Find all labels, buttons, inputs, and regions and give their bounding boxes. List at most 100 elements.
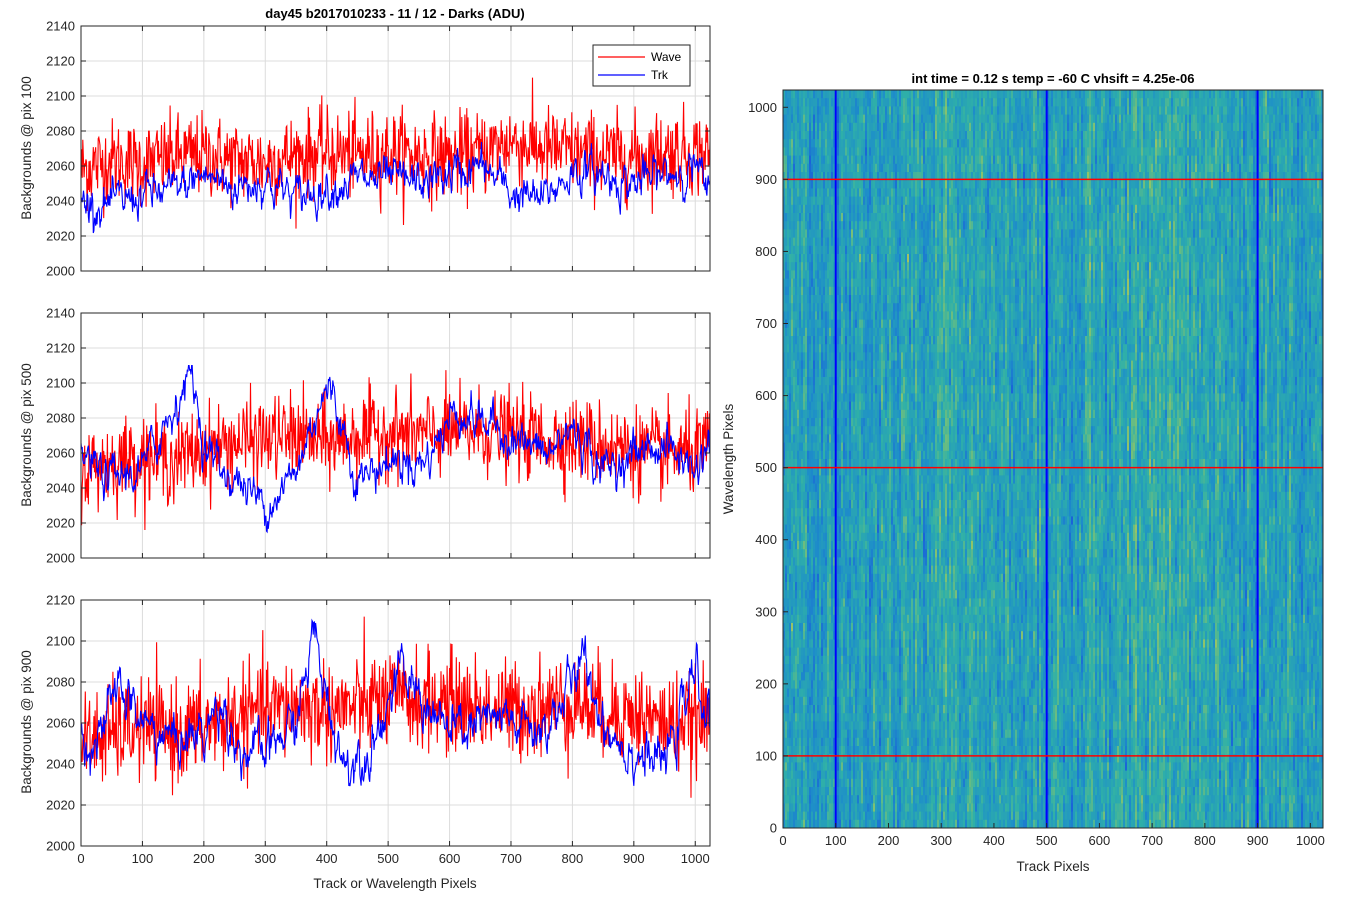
heatmap-cell bbox=[845, 737, 848, 747]
heatmap-cell bbox=[821, 672, 824, 681]
heatmap-cell bbox=[851, 795, 854, 804]
heatmap-cell bbox=[869, 90, 872, 99]
heatmap-cell bbox=[875, 737, 878, 747]
heatmap-cell bbox=[839, 582, 842, 591]
heatmap-cell bbox=[883, 377, 886, 386]
heatmap-cell bbox=[847, 705, 850, 714]
heatmap-cell bbox=[863, 557, 866, 566]
heatmap-cell bbox=[797, 795, 800, 804]
heatmap-cell bbox=[881, 303, 884, 312]
heatmap-cell bbox=[801, 139, 804, 148]
heatmap-cell bbox=[867, 204, 870, 214]
heatmap-cell bbox=[869, 606, 872, 616]
heatmap-cell bbox=[817, 450, 820, 460]
heatmap-cell bbox=[879, 795, 882, 804]
heatmap-cell bbox=[813, 803, 816, 812]
heatmap-cell bbox=[823, 762, 826, 771]
heatmap-cell bbox=[873, 303, 876, 312]
heatmap-cell bbox=[807, 811, 810, 821]
heatmap-cell bbox=[841, 787, 844, 796]
heatmap-cell bbox=[849, 762, 852, 771]
heatmap-cell bbox=[829, 541, 832, 550]
heatmap-cell bbox=[877, 131, 880, 140]
heatmap-cell bbox=[843, 122, 846, 132]
heatmap-cell bbox=[795, 795, 798, 804]
heatmap-cell bbox=[829, 98, 832, 107]
heatmap-cell bbox=[809, 180, 812, 189]
heatmap-cell bbox=[809, 614, 812, 624]
heatmap-cell bbox=[845, 713, 848, 722]
heatmap-cell bbox=[859, 606, 862, 616]
heatmap-cell bbox=[847, 524, 850, 534]
heatmap-cell bbox=[859, 680, 862, 689]
heatmap-cell bbox=[821, 368, 824, 378]
heatmap-cell bbox=[801, 688, 804, 698]
heatmap-cell bbox=[805, 606, 808, 616]
heatmap-cell bbox=[853, 557, 856, 566]
heatmap-cell bbox=[805, 524, 808, 534]
heatmap-cell bbox=[875, 655, 878, 665]
heatmap-cell bbox=[785, 672, 788, 681]
heatmap-cell bbox=[859, 664, 862, 673]
heatmap-cell bbox=[849, 98, 852, 107]
heatmap-cell bbox=[839, 459, 842, 468]
heatmap-cell bbox=[863, 639, 866, 648]
heatmap-cell bbox=[807, 614, 810, 624]
heatmap-cell bbox=[865, 426, 868, 435]
heatmap-cell bbox=[839, 819, 842, 828]
heatmap-cell bbox=[803, 664, 806, 673]
heatmap-cell bbox=[785, 573, 788, 583]
heatmap-cell bbox=[839, 770, 842, 780]
heatmap-cell bbox=[819, 606, 822, 616]
heatmap-cell bbox=[805, 696, 808, 706]
heatmap-cell bbox=[819, 787, 822, 796]
heatmap-cell bbox=[827, 655, 830, 665]
heatmap-cell bbox=[793, 680, 796, 689]
heatmap-cell bbox=[821, 409, 824, 419]
heatmap-cell bbox=[841, 327, 844, 337]
heatmap-cell bbox=[825, 614, 828, 624]
heatmap-cell bbox=[813, 368, 816, 378]
heatmap-cell bbox=[887, 549, 890, 558]
heatmap-cell bbox=[829, 213, 832, 222]
heatmap-cell bbox=[797, 590, 800, 599]
heatmap-cell bbox=[815, 401, 818, 411]
heatmap-cell bbox=[831, 377, 834, 386]
heatmap-cell bbox=[845, 541, 848, 550]
heatmap-cell bbox=[869, 245, 872, 255]
heatmap-cell bbox=[801, 606, 804, 616]
heatmap-cell bbox=[815, 746, 818, 755]
heatmap-cell bbox=[827, 278, 830, 288]
heatmap-cell bbox=[877, 98, 880, 107]
heatmap-cell bbox=[801, 295, 804, 304]
heatmap-cell bbox=[843, 770, 846, 780]
heatmap-cell bbox=[841, 713, 844, 722]
heatmap-cell bbox=[851, 680, 854, 689]
heatmap-cell bbox=[817, 688, 820, 698]
heatmap-cell bbox=[831, 262, 834, 271]
heatmap-cell bbox=[861, 483, 864, 493]
heatmap-cell bbox=[841, 336, 844, 345]
heatmap-cell bbox=[843, 647, 846, 657]
heatmap-cell bbox=[825, 401, 828, 411]
heatmap-cell bbox=[819, 286, 822, 296]
heatmap-cell bbox=[829, 680, 832, 689]
heatmap-cell bbox=[869, 639, 872, 648]
heatmap-cell bbox=[795, 803, 798, 812]
heatmap-cell bbox=[785, 803, 788, 812]
heatmap-cell bbox=[821, 582, 824, 591]
heatmap-cell bbox=[843, 180, 846, 189]
heatmap-cell bbox=[859, 598, 862, 607]
heatmap-cell bbox=[865, 557, 868, 566]
heatmap-cell bbox=[845, 360, 848, 370]
heatmap-cell bbox=[847, 664, 850, 673]
heatmap-cell bbox=[845, 163, 848, 173]
heatmap-cell bbox=[799, 598, 802, 607]
heatmap-cell bbox=[807, 516, 810, 525]
heatmap-cell bbox=[873, 336, 876, 345]
heatmap-cell bbox=[883, 295, 886, 304]
heatmap-cell bbox=[875, 213, 878, 222]
heatmap-cell bbox=[865, 221, 868, 230]
heatmap-cell bbox=[789, 459, 792, 468]
heatmap-cell bbox=[825, 672, 828, 681]
